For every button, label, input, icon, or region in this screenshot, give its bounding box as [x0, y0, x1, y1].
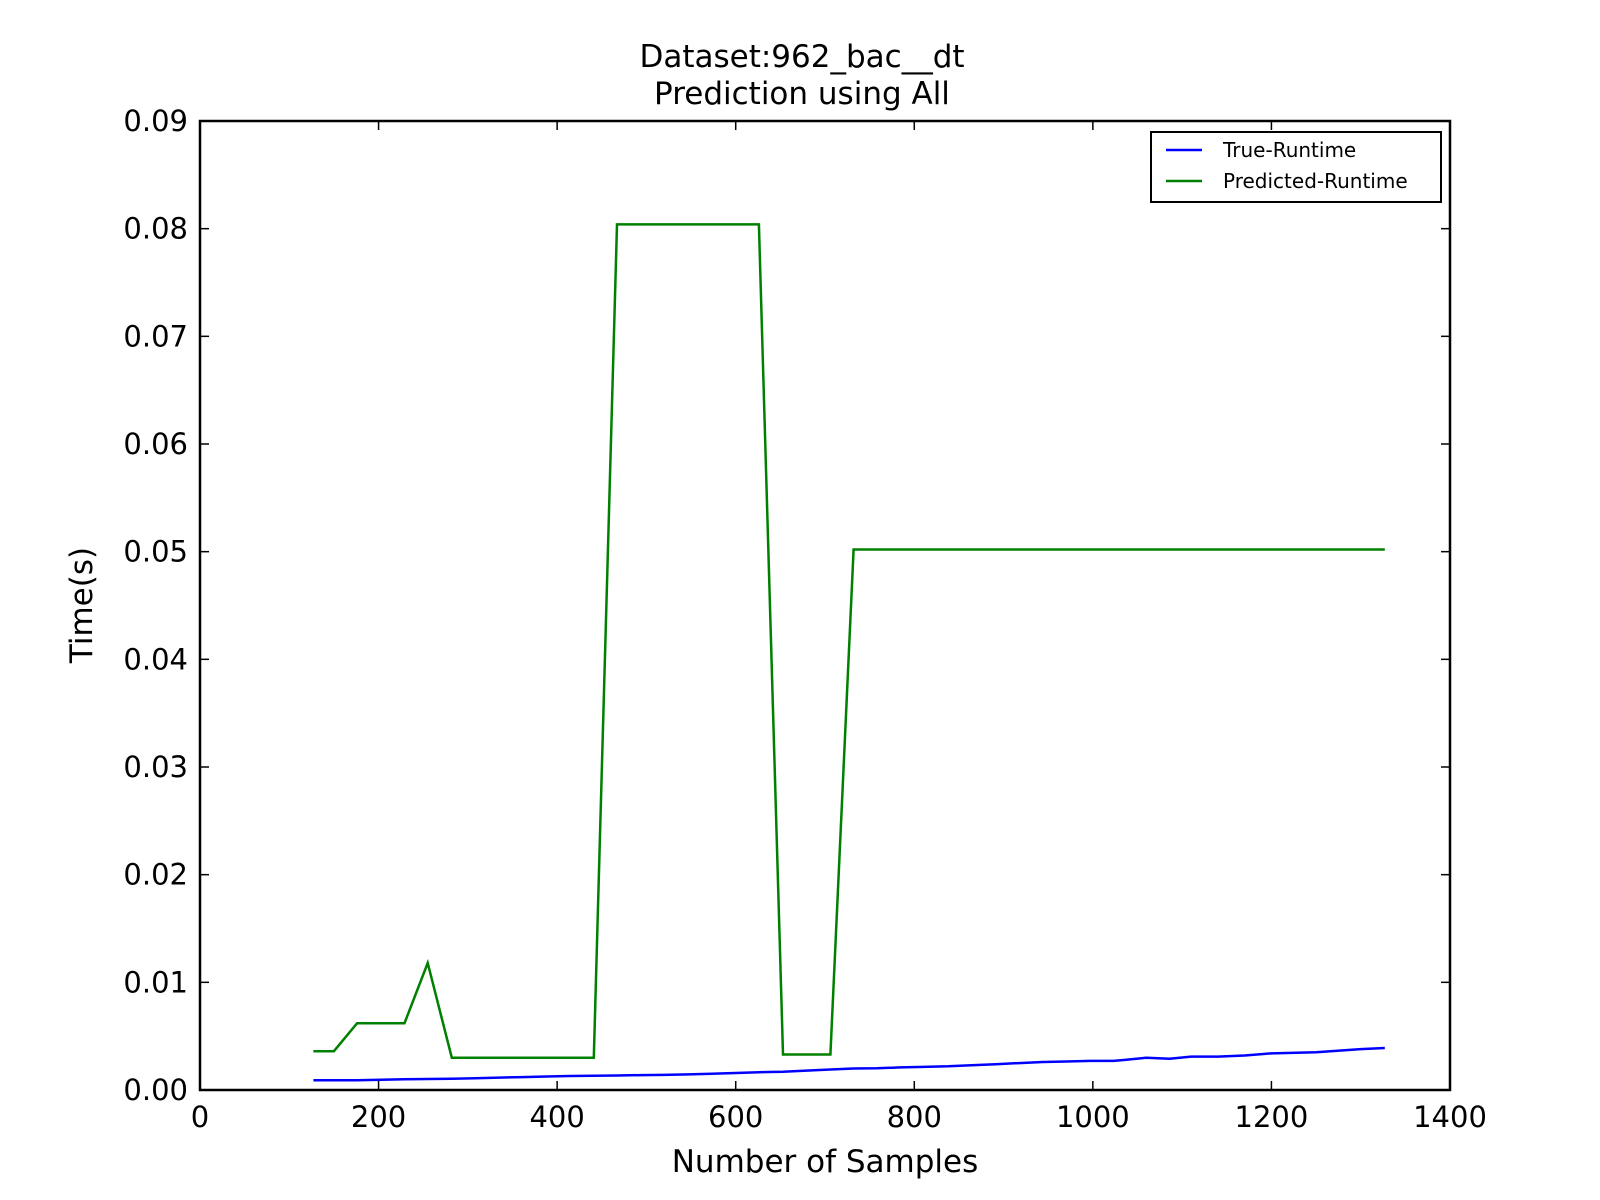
y-tick-label: 0.08 — [123, 212, 188, 246]
x-axis: 0 200 400 600 800 1000 1200 1400 — [191, 121, 1487, 1134]
y-axis-title: Time(s) — [64, 547, 100, 664]
y-tick-label: 0.01 — [123, 965, 188, 999]
y-tick-label: 0.06 — [123, 427, 188, 461]
series-line-true-runtime — [313, 1046, 1385, 1082]
legend: True-Runtime Predicted-Runtime — [1150, 131, 1442, 203]
plot-area — [313, 223, 1385, 1082]
x-tick-label: 600 — [708, 1100, 763, 1134]
series-line-predicted-runtime — [313, 223, 1385, 1059]
x-tick-label: 1400 — [1413, 1100, 1487, 1134]
y-tick-label: 0.00 — [123, 1073, 188, 1107]
legend-box — [1150, 131, 1442, 203]
y-tick-label: 0.03 — [123, 750, 188, 784]
x-tick-label: 1000 — [1056, 1100, 1130, 1134]
plot-frame — [198, 119, 1452, 1092]
y-tick-label: 0.04 — [123, 642, 188, 676]
x-tick-label: 1200 — [1235, 1100, 1309, 1134]
x-tick-label: 400 — [529, 1100, 584, 1134]
chart-subtitle: Prediction using All — [654, 76, 950, 112]
legend-label-predicted-runtime: Predicted-Runtime — [1223, 169, 1408, 193]
legend-label-true-runtime: True-Runtime — [1222, 138, 1356, 162]
y-axis: 0.00 0.01 0.02 0.03 0.04 0.05 0.06 0.07 0.08 0.09 — [123, 104, 1450, 1107]
x-tick-label: 0 — [191, 1100, 209, 1134]
x-tick-label: 200 — [351, 1100, 406, 1134]
y-tick-label: 0.07 — [123, 319, 188, 353]
y-tick-label: 0.02 — [123, 858, 188, 892]
y-tick-label: 0.05 — [123, 535, 188, 569]
y-tick-label: 0.09 — [123, 104, 188, 138]
chart-title: Dataset:962_bac__dt — [639, 39, 964, 75]
x-axis-title: Number of Samples — [672, 1144, 979, 1180]
x-tick-label: 800 — [887, 1100, 942, 1134]
